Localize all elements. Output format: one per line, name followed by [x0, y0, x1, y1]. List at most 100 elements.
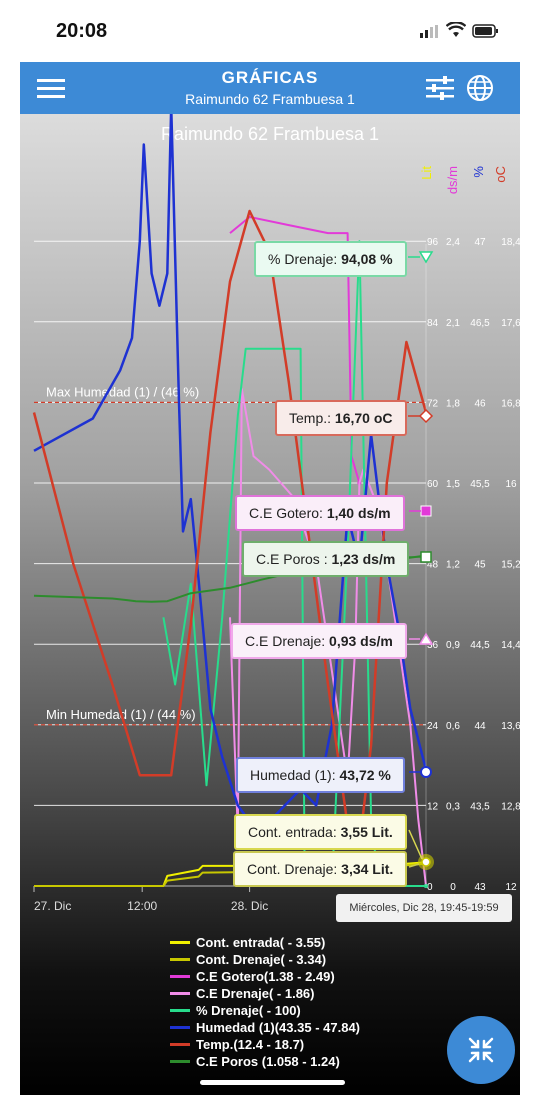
legend-label: Humedad (1)(43.35 - 47.84): [196, 1020, 361, 1035]
x-tick-label: 28. Dic: [231, 899, 268, 913]
wifi-icon: [446, 22, 466, 37]
y-tick-label: 47: [474, 237, 486, 248]
collapse-arrows-icon: [468, 1037, 494, 1063]
status-time: 20:08: [56, 20, 108, 42]
y-tick-label: 45: [474, 560, 486, 571]
y-tick-label: 0: [450, 882, 456, 893]
legend-label: C.E Drenaje( - 1.86): [196, 986, 315, 1001]
legend-item[interactable]: C.E Poros (1.058 - 1.24): [170, 1053, 360, 1070]
globe-icon[interactable]: [466, 74, 494, 102]
y-tick-label: 44,5: [470, 640, 490, 651]
y-tick-label: 12: [427, 801, 439, 812]
reference-line-label: Max Humedad (1) / (46 %): [46, 384, 199, 399]
y-tick-label: 1,5: [446, 479, 460, 490]
legend-item[interactable]: Temp.(12.4 - 18.7): [170, 1036, 360, 1053]
legend-swatch: [170, 1060, 190, 1063]
axis-unit-label: oC: [493, 166, 508, 183]
marker-ce-gotero: [420, 505, 432, 517]
marker-cont: [421, 857, 431, 867]
tooltip-drenaje: % Drenaje: 94,08 %: [254, 241, 407, 277]
series-line: [33, 114, 428, 831]
y-tick-label: 16: [505, 479, 517, 490]
y-tick-label: 1,2: [446, 560, 460, 571]
legend-item[interactable]: Humedad (1)(43.35 - 47.84): [170, 1019, 360, 1036]
y-tick-label: 24: [427, 721, 439, 732]
y-tick-label: 72: [427, 398, 439, 409]
legend-item[interactable]: Cont. Drenaje( - 3.34): [170, 951, 360, 968]
y-tick-label: 17,6: [501, 318, 520, 329]
y-tick-label: 96: [427, 237, 439, 248]
marker-temp: [418, 408, 434, 424]
tooltip-ce-drenaje: C.E Drenaje: 0,93 ds/m: [231, 623, 407, 659]
y-tick-label: 36: [427, 640, 439, 651]
date-tooltip: Miércoles, Dic 28, 19:45-19:59: [336, 894, 512, 922]
marker-ce-poros: [420, 551, 432, 563]
y-tick-label: 0: [427, 882, 433, 893]
chart-title: Raimundo 62 Frambuesa 1: [160, 124, 380, 144]
y-tick-label: 16,8: [501, 398, 520, 409]
app-bar: GRÁFICAS Raimundo 62 Frambuesa 1: [20, 62, 520, 114]
battery-icon: [472, 24, 498, 38]
app-title: GRÁFICAS: [221, 68, 319, 87]
sliders-icon[interactable]: [426, 75, 454, 101]
tooltip-ce-gotero: C.E Gotero: 1,40 ds/m: [235, 495, 405, 531]
phone-screen: 20:08 GRÁFICAS Raimundo 62 Frambuesa 1: [20, 0, 520, 1095]
axis-unit-label: ds/m: [445, 166, 460, 194]
legend-item[interactable]: Cont. entrada( - 3.55): [170, 934, 360, 951]
marker-ce-drenaje: [418, 632, 434, 645]
connector: [408, 829, 423, 860]
tooltip-cont-drenaje: Cont. Drenaje: 3,34 Lit.: [233, 851, 408, 887]
legend-item[interactable]: C.E Gotero(1.38 - 2.49): [170, 968, 360, 985]
y-tick-label: 2,4: [446, 237, 460, 248]
legend-item[interactable]: % Drenaje( - 100): [170, 1002, 360, 1019]
x-tick-label: 12:00: [127, 899, 157, 913]
home-indicator: [200, 1080, 345, 1085]
y-tick-label: 13,6: [501, 721, 520, 732]
y-tick-label: 1,8: [446, 398, 460, 409]
y-tick-label: 0,9: [446, 640, 460, 651]
legend-swatch: [170, 941, 190, 944]
x-tick-label: 27. Dic: [34, 899, 71, 913]
axis-unit-label: Lit: [419, 166, 434, 180]
y-tick-label: 15,2: [501, 560, 520, 571]
y-tick-label: 43,5: [470, 801, 490, 812]
y-tick-label: 0,6: [446, 721, 460, 732]
y-tick-label: 14,4: [501, 640, 520, 651]
legend-swatch: [170, 1026, 190, 1029]
legend-label: C.E Poros (1.058 - 1.24): [196, 1054, 340, 1069]
legend-swatch: [170, 1043, 190, 1046]
y-tick-label: 12,8: [501, 801, 520, 812]
legend-item[interactable]: C.E Drenaje( - 1.86): [170, 985, 360, 1002]
legend-swatch: [170, 975, 190, 978]
axis-unit-label: %: [471, 166, 486, 178]
y-tick-label: 12: [505, 882, 517, 893]
y-tick-label: 48: [427, 560, 439, 571]
app-subtitle: Raimundo 62 Frambuesa 1: [185, 91, 355, 107]
tooltip-cont-entrada: Cont. entrada: 3,55 Lit.: [234, 814, 407, 850]
cellular-signal-icon: [420, 25, 438, 38]
y-tick-label: 45,5: [470, 479, 490, 490]
y-tick-label: 44: [474, 721, 486, 732]
legend-label: Cont. Drenaje( - 3.34): [196, 952, 327, 967]
legend-label: Temp.(12.4 - 18.7): [196, 1037, 305, 1052]
tooltip-temp: Temp.: 16,70 oC: [275, 400, 407, 436]
y-tick-label: 0,3: [446, 801, 460, 812]
status-bar: 20:08: [20, 0, 520, 62]
y-tick-label: 84: [427, 318, 439, 329]
legend-swatch: [170, 958, 190, 961]
tooltip-ce-poros: C.E Poros : 1,23 ds/m: [242, 541, 410, 577]
y-tick-label: 2,1: [446, 318, 460, 329]
legend-swatch: [170, 992, 190, 995]
legend-label: Cont. entrada( - 3.55): [196, 935, 326, 950]
y-tick-label: 60: [427, 479, 439, 490]
collapse-button[interactable]: [447, 1016, 515, 1084]
chart-area: Raimundo 62 Frambuesa 1 96 2,4 47 18,4 84 2,1…: [20, 114, 520, 1095]
hamburger-menu-icon[interactable]: [37, 78, 65, 98]
chart-legend: Cont. entrada( - 3.55) Cont. Drenaje( - 3…: [170, 934, 360, 1070]
connector: [408, 863, 420, 868]
y-tick-label: 43: [474, 882, 486, 893]
marker-drenaje: [418, 251, 434, 264]
marker-humedad: [420, 766, 432, 778]
y-tick-label: 46,5: [470, 318, 490, 329]
legend-swatch: [170, 1009, 190, 1012]
